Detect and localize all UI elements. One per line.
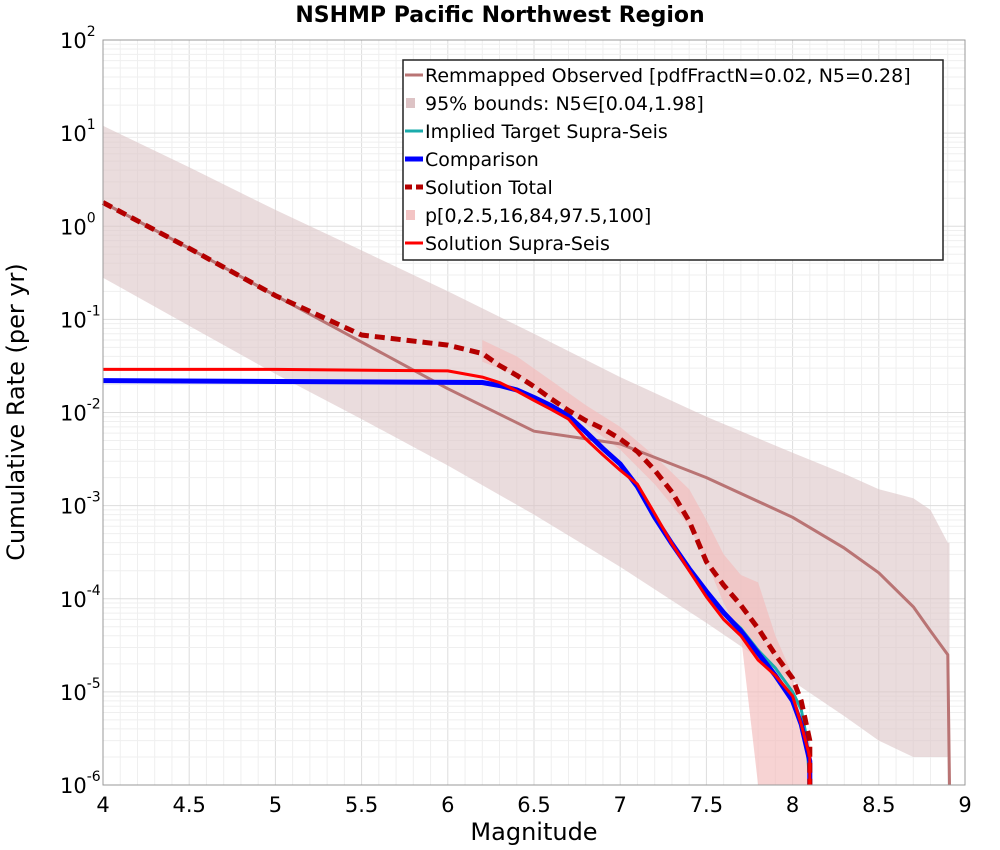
legend-item: p[0,2.5,16,84,97.5,100] [406, 205, 651, 227]
y-tick-label: 10-3 [60, 490, 101, 519]
solution-total-line [101, 200, 813, 785]
legend-label: Implied Target Supra-Seis [425, 121, 668, 143]
legend-box [402, 59, 944, 261]
y-tick-label: 10-6 [60, 769, 101, 798]
legend-label: Remmapped Observed [pdfFractN=0.02, N5=0… [425, 65, 911, 87]
legend-label: Solution Total [425, 177, 553, 199]
legend-label: Solution Supra-Seis [425, 233, 610, 255]
legend-item: Remmapped Observed [pdfFractN=0.02, N5=0… [405, 65, 911, 87]
y-axis-label: Cumulative Rate (per yr) [2, 263, 30, 561]
x-tick-label: 6.5 [517, 793, 550, 817]
y-tick-label: 101 [60, 117, 96, 146]
x-tick-label: 7.5 [690, 793, 723, 817]
legend-label: 95% bounds: N5∈[0.04,1.98] [425, 93, 704, 115]
x-tick-label: 4.5 [172, 793, 205, 817]
y-tick-label: 10-2 [60, 397, 101, 426]
plot-frame [102, 39, 966, 786]
solution-supra-line [103, 367, 812, 785]
chart-title: NSHMP Pacific Northwest Region [295, 3, 704, 28]
x-axis-ticks: 4 4.5 5 5.5 6 6.5 7 7.5 8 8.5 9 [96, 793, 971, 817]
legend: Remmapped Observed [pdfFractN=0.02, N5=0… [402, 59, 944, 261]
x-tick-label: 8 [786, 793, 799, 817]
y-tick-label: 10-1 [60, 303, 101, 332]
y-tick-label: 10-4 [60, 583, 101, 612]
series-lines [101, 200, 951, 786]
y-axis-ticks: 102 101 100 10-1 10-2 10-3 10-4 10-5 10-6 [60, 24, 101, 798]
y-tick-label: 102 [60, 24, 96, 53]
legend-item: Implied Target Supra-Seis [405, 121, 668, 143]
y-tick-label: 100 [60, 210, 96, 239]
legend-label: Comparison [425, 149, 539, 171]
legend-item: Solution Supra-Seis [405, 233, 610, 255]
x-tick-label: 7 [614, 793, 627, 817]
x-tick-label: 6 [441, 793, 454, 817]
x-tick-label: 9 [958, 793, 971, 817]
x-axis-label: Magnitude [470, 818, 597, 846]
legend-swatch [406, 98, 415, 108]
y-tick-label: 10-5 [60, 676, 101, 705]
legend-item: Comparison [405, 149, 539, 171]
legend-label: p[0,2.5,16,84,97.5,100] [425, 205, 651, 227]
legend-item: Solution Total [405, 177, 553, 199]
x-tick-label: 8.5 [862, 793, 895, 817]
x-tick-label: 5.5 [345, 793, 378, 817]
percentile-band [482, 340, 810, 785]
x-tick-label: 5 [269, 793, 282, 817]
legend-swatch [406, 210, 415, 220]
legend-item: 95% bounds: N5∈[0.04,1.98] [406, 93, 704, 115]
x-tick-label: 4 [96, 793, 109, 817]
